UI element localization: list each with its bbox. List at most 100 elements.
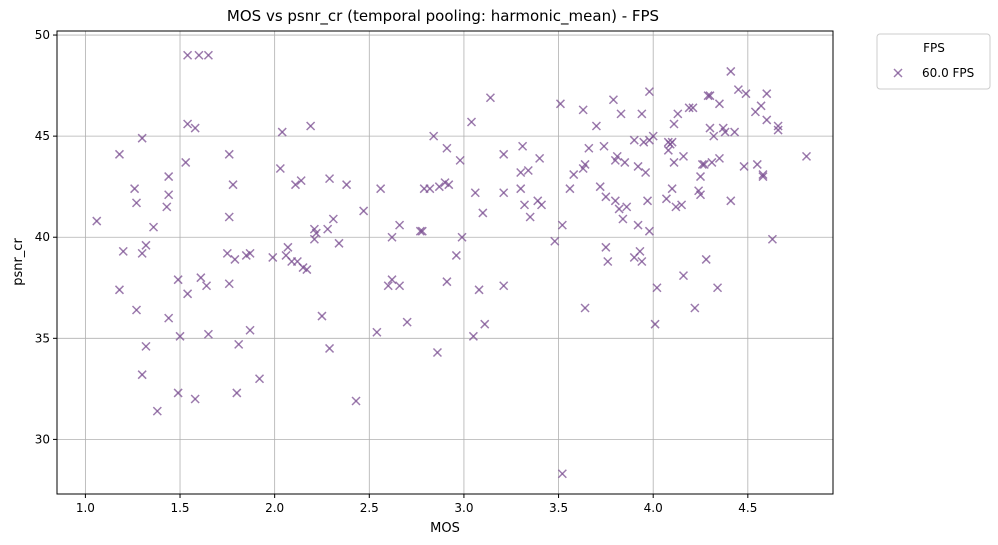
data-point — [536, 200, 547, 210]
data-point — [608, 95, 618, 105]
y-tick-label: 40 — [35, 230, 50, 244]
data-point — [633, 161, 643, 171]
data-point — [614, 204, 624, 214]
data-point — [296, 176, 306, 186]
data-point — [595, 182, 605, 192]
data-point — [164, 190, 174, 200]
data-point — [376, 184, 386, 194]
data-point — [383, 281, 393, 291]
data-point — [283, 242, 293, 252]
data-point — [762, 115, 772, 125]
data-point — [468, 331, 478, 341]
data-point — [726, 66, 736, 76]
data-point — [323, 224, 333, 234]
data-point — [444, 180, 454, 190]
x-tick-label: 1.5 — [170, 501, 189, 515]
data-point — [713, 283, 723, 293]
x-tick-label: 2.5 — [360, 501, 379, 515]
data-point — [730, 127, 740, 137]
data-point — [661, 194, 671, 204]
data-point — [648, 131, 658, 141]
legend-box — [876, 33, 991, 90]
data-point — [633, 220, 643, 230]
data-point — [175, 331, 185, 341]
y-tick-label: 35 — [35, 331, 50, 345]
data-point — [245, 248, 255, 258]
data-point — [194, 50, 204, 60]
data-point — [599, 141, 609, 151]
y-axis: 30 35 40 45 50 — [35, 28, 57, 446]
data-point — [466, 117, 477, 127]
data-point — [224, 212, 234, 222]
data-point — [442, 143, 452, 153]
data-point — [372, 327, 382, 337]
legend-marker-x — [893, 68, 903, 78]
data-point — [669, 119, 679, 129]
data-point — [523, 165, 533, 176]
data-point — [629, 135, 639, 145]
grid-lines — [57, 31, 833, 494]
data-point — [733, 85, 743, 95]
data-point — [268, 252, 278, 262]
data-point — [173, 275, 183, 285]
data-point — [183, 119, 193, 129]
data-point — [650, 319, 660, 329]
data-point — [758, 172, 768, 182]
data-point — [230, 254, 240, 264]
data-point — [758, 170, 768, 180]
data-point — [565, 184, 575, 194]
data-point — [801, 151, 812, 161]
data-point — [130, 184, 140, 194]
data-point — [429, 131, 439, 141]
data-point — [290, 180, 301, 190]
data-point — [190, 123, 200, 133]
data-point — [741, 89, 751, 99]
data-point — [580, 303, 590, 313]
data-point — [457, 232, 467, 242]
data-point — [302, 265, 312, 275]
data-point — [254, 374, 265, 384]
data-point — [183, 50, 193, 60]
x-tick-label: 2.0 — [265, 501, 284, 515]
data-point — [114, 285, 124, 295]
data-point — [141, 240, 151, 250]
data-point — [762, 89, 772, 99]
data-point — [637, 256, 647, 267]
data-point — [642, 196, 653, 206]
data-point — [164, 172, 174, 182]
data-point — [639, 137, 649, 147]
data-point — [478, 208, 488, 218]
data-point — [644, 87, 654, 97]
data-point — [203, 329, 213, 339]
data-point — [726, 196, 736, 206]
data-point — [555, 99, 565, 109]
data-point — [516, 184, 526, 194]
data-point — [162, 202, 172, 212]
data-point — [601, 192, 611, 202]
x-tick-label: 1.0 — [76, 501, 95, 515]
data-point — [141, 341, 151, 351]
data-point — [557, 220, 567, 230]
data-point — [677, 200, 687, 210]
data-point — [181, 157, 191, 167]
data-point — [622, 202, 632, 212]
data-point — [434, 182, 444, 192]
data-point — [756, 101, 766, 111]
data-point — [663, 145, 673, 155]
data-point — [470, 188, 480, 198]
data-point — [480, 319, 490, 329]
x-tick-label: 4.5 — [738, 501, 757, 515]
data-point — [688, 103, 698, 113]
data-point — [334, 238, 344, 248]
data-point — [359, 206, 369, 216]
data-point — [442, 277, 452, 287]
data-point — [550, 236, 560, 246]
data-point — [351, 396, 361, 406]
data-point — [425, 184, 435, 194]
x-tick-label: 3.0 — [454, 501, 473, 515]
data-point — [644, 226, 654, 236]
data-point — [667, 137, 677, 147]
data-point — [637, 109, 647, 119]
data-point — [580, 159, 590, 169]
data-point — [306, 121, 316, 131]
